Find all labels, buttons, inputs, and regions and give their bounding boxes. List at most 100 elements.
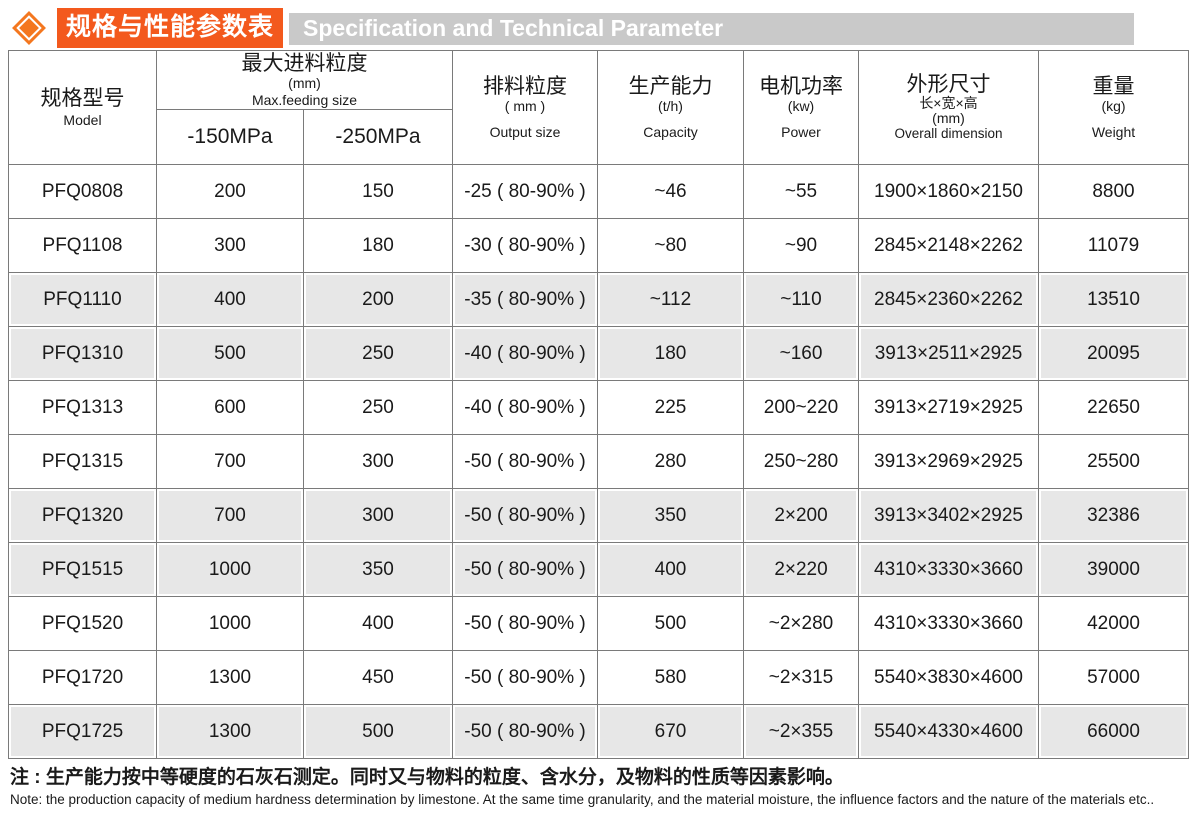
- cell-feed250: 150: [303, 164, 453, 219]
- cell-power: ~2×280: [743, 596, 859, 651]
- col-header-model-en: Model: [63, 112, 102, 128]
- cell-output: -50 ( 80-90% ): [452, 434, 598, 489]
- cell-capacity: 350: [597, 488, 744, 543]
- cell-dimension: 2845×2148×2262: [858, 218, 1039, 273]
- cell-power: ~55: [743, 164, 859, 219]
- cell-power: 2×200: [743, 488, 859, 543]
- cell-dimension: 3913×2969×2925: [858, 434, 1039, 489]
- col-header-capacity: 生产能力 (t/h) Capacity: [597, 50, 744, 165]
- col-header-250mpa: -250MPa: [303, 109, 453, 165]
- cell-feed150: 700: [156, 434, 304, 489]
- cell-model: PFQ1110: [8, 272, 157, 327]
- cell-weight: 11079: [1038, 218, 1189, 273]
- cell-feed250: 200: [303, 272, 453, 327]
- cell-power: 2×220: [743, 542, 859, 597]
- cell-output: -50 ( 80-90% ): [452, 650, 598, 705]
- cell-feed250: 300: [303, 434, 453, 489]
- cell-weight: 25500: [1038, 434, 1189, 489]
- cell-output: -50 ( 80-90% ): [452, 704, 598, 759]
- cell-output: -50 ( 80-90% ): [452, 542, 598, 597]
- cell-capacity: 180: [597, 326, 744, 381]
- page-header: 规格与性能参数表 Specification and Technical Par…: [0, 0, 1200, 50]
- cell-model: PFQ1313: [8, 380, 157, 435]
- cell-feed150: 1000: [156, 542, 304, 597]
- table-row: PFQ1315 700 300 -50 ( 80-90% ) 280 250~2…: [8, 434, 1189, 489]
- cell-capacity: ~112: [597, 272, 744, 327]
- table-header-row-2: -150MPa -250MPa: [9, 109, 1189, 165]
- cell-output: -25 ( 80-90% ): [452, 164, 598, 219]
- col-header-power-unit: (kw): [787, 98, 815, 114]
- page-title-cn: 规格与性能参数表: [57, 8, 284, 48]
- cell-feed150: 400: [156, 272, 304, 327]
- cell-feed150: 1000: [156, 596, 304, 651]
- cell-capacity: 670: [597, 704, 744, 759]
- cell-model: PFQ1725: [8, 704, 157, 759]
- table-row: PFQ1310 500 250 -40 ( 80-90% ) 180 ~160 …: [8, 326, 1189, 381]
- col-header-dimension: 外形尺寸 长×宽×高 (mm) Overall dimension: [858, 50, 1039, 165]
- cell-feed150: 1300: [156, 704, 304, 759]
- table-row: PFQ1720 1300 450 -50 ( 80-90% ) 580 ~2×3…: [8, 650, 1189, 705]
- col-header-dimension-lwh: 长×宽×高: [919, 95, 978, 111]
- cell-feed250: 250: [303, 326, 453, 381]
- cell-model: PFQ1515: [8, 542, 157, 597]
- cell-model: PFQ1320: [8, 488, 157, 543]
- col-header-output-unit: ( mm ): [504, 98, 546, 114]
- cell-power: ~110: [743, 272, 859, 327]
- col-header-capacity-en: Capacity: [643, 124, 698, 140]
- cell-dimension: 2845×2360×2262: [858, 272, 1039, 327]
- cell-model: PFQ1520: [8, 596, 157, 651]
- cell-dimension: 3913×3402×2925: [858, 488, 1039, 543]
- col-header-weight-unit: (kg): [1101, 98, 1126, 114]
- cell-capacity: 400: [597, 542, 744, 597]
- table-row: PFQ1313 600 250 -40 ( 80-90% ) 225 200~2…: [8, 380, 1189, 435]
- col-header-model: 规格型号 Model: [8, 50, 157, 165]
- col-header-feeding-group: 最大进料粒度 (mm) Max.feeding size: [156, 50, 453, 110]
- cell-model: PFQ1720: [8, 650, 157, 705]
- cell-dimension: 1900×1860×2150: [858, 164, 1039, 219]
- col-header-150mpa: -150MPa: [156, 109, 304, 165]
- cell-capacity: 225: [597, 380, 744, 435]
- cell-output: -35 ( 80-90% ): [452, 272, 598, 327]
- cell-feed250: 500: [303, 704, 453, 759]
- cell-model: PFQ0808: [8, 164, 157, 219]
- footnote-en: Note: the production capacity of medium …: [10, 792, 1155, 807]
- page-title-en: Specification and Technical Parameter: [289, 13, 1135, 45]
- cell-weight: 39000: [1038, 542, 1189, 597]
- cell-weight: 32386: [1038, 488, 1189, 543]
- col-header-output-en: Output size: [489, 124, 561, 140]
- cell-feed250: 350: [303, 542, 453, 597]
- cell-power: 250~280: [743, 434, 859, 489]
- cell-weight: 13510: [1038, 272, 1189, 327]
- cell-output: -40 ( 80-90% ): [452, 380, 598, 435]
- cell-weight: 8800: [1038, 164, 1189, 219]
- cell-feed250: 300: [303, 488, 453, 543]
- cell-weight: 66000: [1038, 704, 1189, 759]
- cell-feed150: 700: [156, 488, 304, 543]
- table-row: PFQ1110 400 200 -35 ( 80-90% ) ~112 ~110…: [8, 272, 1189, 327]
- cell-dimension: 4310×3330×3660: [858, 542, 1039, 597]
- cell-dimension: 3913×2511×2925: [858, 326, 1039, 381]
- col-header-output: 排料粒度 ( mm ) Output size: [452, 50, 598, 165]
- table-row: PFQ1108 300 180 -30 ( 80-90% ) ~80 ~90 2…: [8, 218, 1189, 273]
- cell-weight: 20095: [1038, 326, 1189, 381]
- table-row: PFQ0808 200 150 -25 ( 80-90% ) ~46 ~55 1…: [8, 164, 1189, 219]
- cell-feed150: 1300: [156, 650, 304, 705]
- cell-feed150: 500: [156, 326, 304, 381]
- cell-power: ~90: [743, 218, 859, 273]
- cell-capacity: ~46: [597, 164, 744, 219]
- col-header-capacity-cn: 生产能力: [628, 75, 713, 98]
- cell-dimension: 5540×4330×4600: [858, 704, 1039, 759]
- cell-power: ~2×315: [743, 650, 859, 705]
- cell-model: PFQ1108: [8, 218, 157, 273]
- table-row: PFQ1515 1000 350 -50 ( 80-90% ) 400 2×22…: [8, 542, 1189, 597]
- cell-capacity: 580: [597, 650, 744, 705]
- cell-dimension: 3913×2719×2925: [858, 380, 1039, 435]
- cell-model: PFQ1315: [8, 434, 157, 489]
- table-row: PFQ1320 700 300 -50 ( 80-90% ) 350 2×200…: [8, 488, 1189, 543]
- cell-feed150: 200: [156, 164, 304, 219]
- cell-capacity: ~80: [597, 218, 744, 273]
- col-header-output-cn: 排料粒度: [483, 75, 567, 98]
- cell-feed150: 600: [156, 380, 304, 435]
- cell-output: -50 ( 80-90% ): [452, 488, 598, 543]
- cell-feed250: 180: [303, 218, 453, 273]
